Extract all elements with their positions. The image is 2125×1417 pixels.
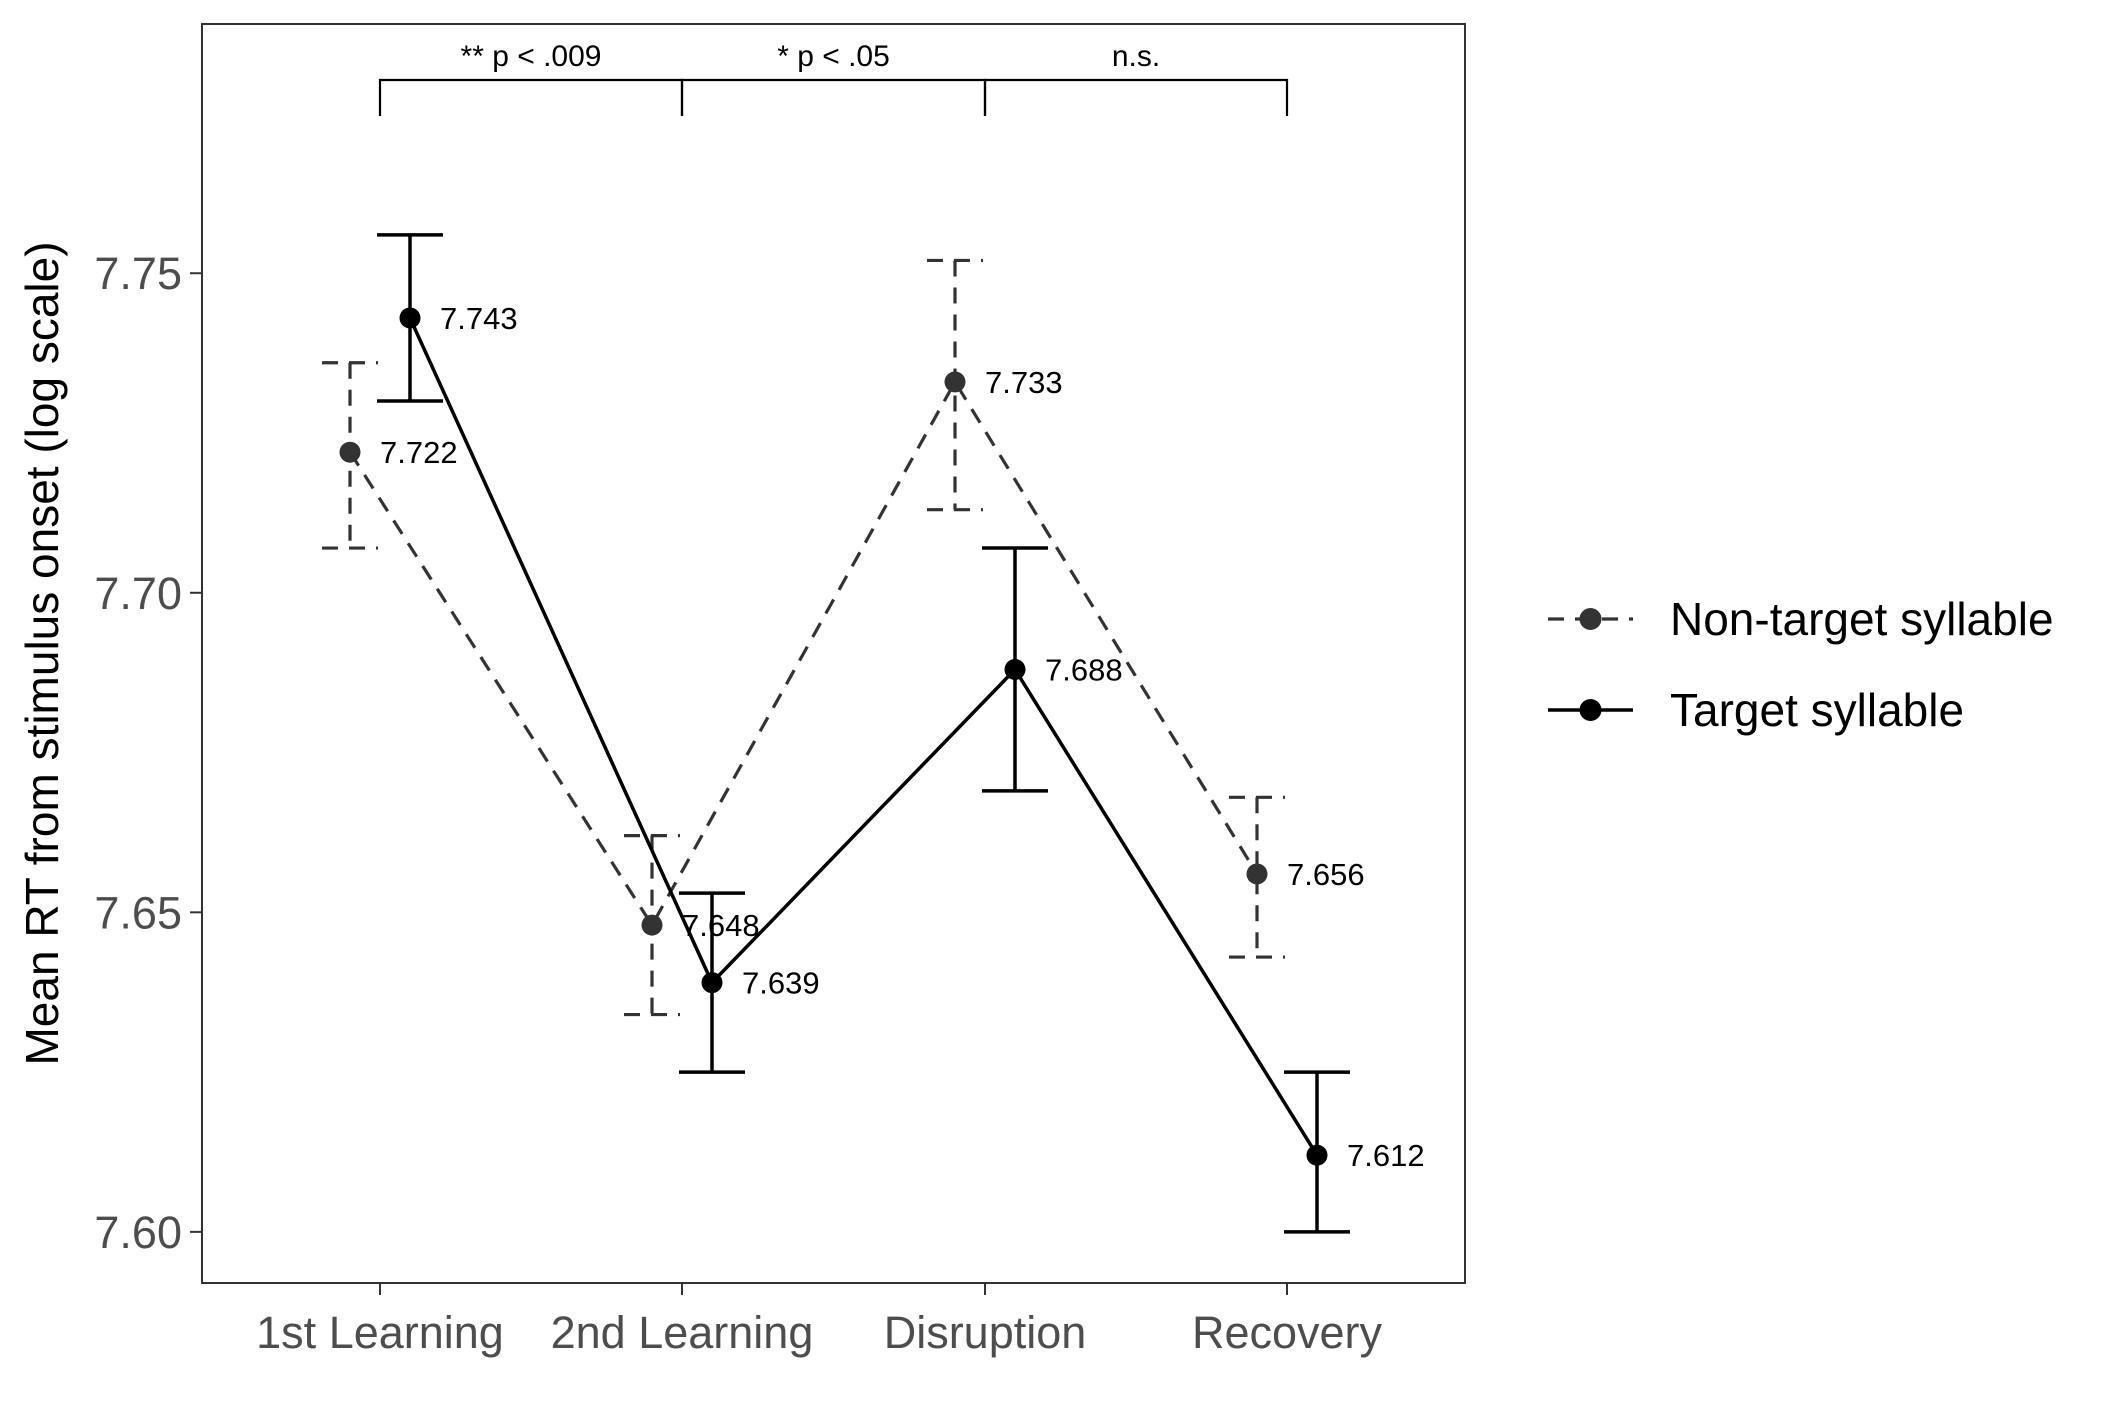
data-point	[399, 307, 421, 329]
data-point	[701, 972, 723, 994]
y-tick-label: 7.70	[94, 568, 182, 619]
error-bar	[1229, 795, 1285, 959]
y-tick-label: 7.75	[94, 248, 182, 299]
data-value-label: 7.743	[440, 301, 518, 336]
data-value-label: 7.612	[1347, 1138, 1425, 1173]
plot-panel-border	[201, 23, 1466, 1284]
series-line	[408, 317, 1319, 1157]
data-value-label: 7.639	[742, 966, 820, 1001]
data-point	[1246, 863, 1268, 885]
series-line	[348, 378, 1259, 929]
data-value-label: 7.688	[1045, 652, 1123, 687]
significance-label: ** p < .009	[461, 40, 602, 73]
significance-bracket	[680, 78, 987, 116]
significance-label: * p < .05	[777, 40, 890, 73]
data-point	[944, 371, 966, 393]
x-tick-label: Recovery	[1192, 1307, 1383, 1358]
x-tick-label: 1st Learning	[256, 1307, 504, 1358]
legend-label: Non-target syllable	[1670, 593, 2054, 645]
y-axis-title: Mean RT from stimulus onset (log scale)	[16, 241, 68, 1065]
data-point	[1004, 658, 1026, 680]
legend-key-point	[1579, 608, 1602, 630]
data-value-label: 7.648	[682, 908, 760, 943]
data-value-label: 7.656	[1287, 857, 1365, 892]
data-point	[339, 441, 361, 463]
significance-label: n.s.	[1112, 40, 1160, 73]
legend-label: Target syllable	[1670, 684, 1964, 736]
x-tick-label: Disruption	[884, 1307, 1087, 1358]
data-point	[641, 914, 663, 936]
y-tick-label: 7.60	[94, 1207, 182, 1258]
significance-bracket	[983, 78, 1289, 116]
significance-bracket	[378, 78, 684, 116]
data-value-label: 7.722	[380, 435, 458, 470]
y-tick-label: 7.65	[94, 887, 182, 938]
legend-key-point	[1579, 699, 1602, 721]
x-tick-label: 2nd Learning	[551, 1307, 814, 1358]
error-bar	[927, 258, 983, 512]
data-value-label: 7.733	[985, 365, 1063, 400]
data-point	[1306, 1144, 1328, 1166]
